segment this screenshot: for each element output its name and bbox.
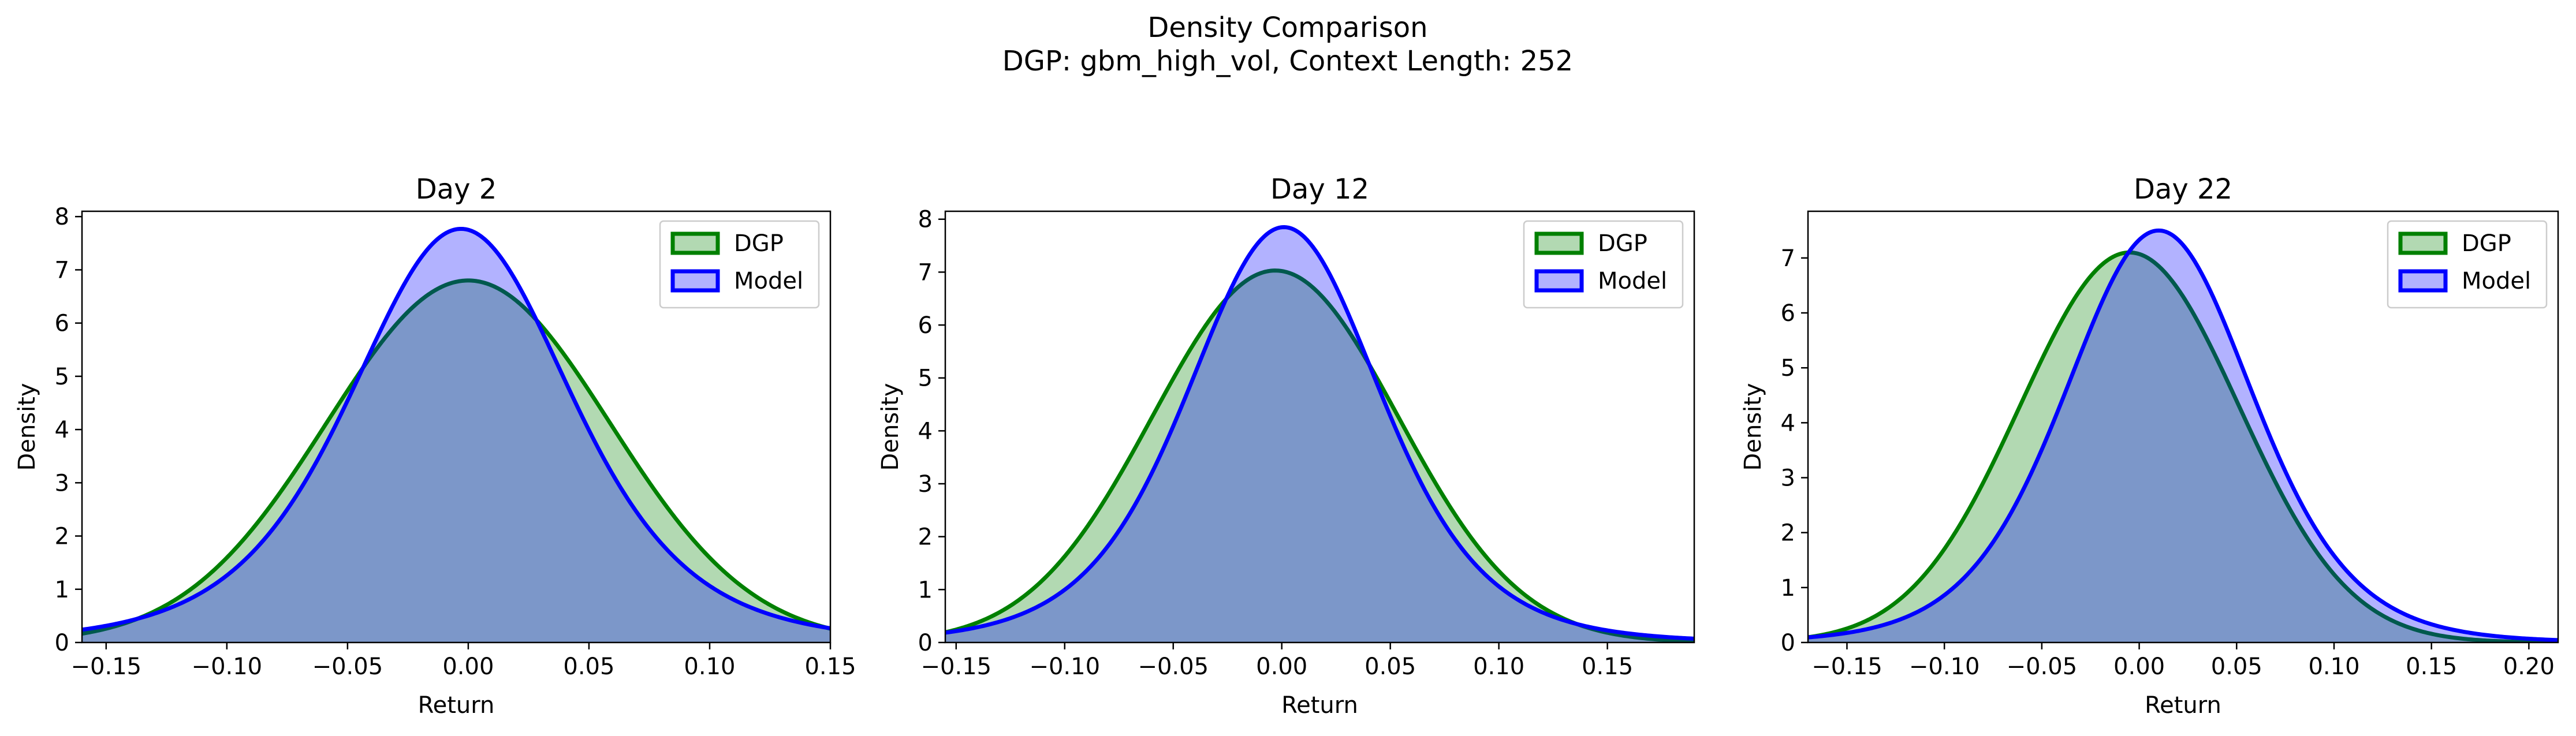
- y-tick-label: 1: [55, 577, 69, 603]
- x-tick-label: 0.10: [1473, 653, 1524, 680]
- y-tick-label: 2: [1781, 520, 1795, 547]
- y-tick-label: 8: [55, 204, 69, 230]
- y-tick-label: 0: [1781, 630, 1795, 656]
- figure-title: Density Comparison: [1147, 12, 1427, 44]
- x-tick-label: 0.05: [563, 653, 614, 680]
- panel-title: Day 12: [1270, 173, 1369, 206]
- y-tick-label: 2: [55, 524, 69, 550]
- plot-area: [945, 225, 1694, 642]
- y-axis-label: Density: [14, 383, 40, 470]
- dgp-density-line: [82, 278, 830, 636]
- y-tick-label: 0: [918, 630, 933, 656]
- x-tick-label: −0.10: [1029, 653, 1100, 680]
- x-tick-label: −0.10: [192, 653, 263, 680]
- model-legend-swatch: [1534, 269, 1584, 293]
- x-tick-label: −0.05: [1138, 653, 1209, 680]
- y-tick-label: 4: [918, 418, 933, 444]
- model-density-line: [945, 225, 1694, 641]
- x-tick-label: 0.20: [2503, 653, 2555, 680]
- x-tick-label: 0.10: [2308, 653, 2359, 680]
- y-tick-label: 7: [1781, 245, 1795, 272]
- dgp-density-fill: [1808, 252, 2558, 642]
- plot-area: [82, 226, 830, 642]
- model-legend-swatch: [2398, 269, 2448, 293]
- legend-box: [1523, 220, 1684, 309]
- subplot-3: Day 22 −0.15 −0.10 −0.05 0.00 0.05 0.10 0.15 0.2…: [1740, 173, 2559, 719]
- y-tick-label: 3: [55, 470, 69, 496]
- y-axis-label: Density: [877, 383, 904, 470]
- x-tick-label: 0.15: [2406, 653, 2457, 680]
- x-tick-label: −0.15: [71, 653, 142, 680]
- legend-box: [2387, 220, 2548, 309]
- legend-label: Model: [1598, 268, 1667, 294]
- x-axis-label: Return: [418, 692, 495, 719]
- x-tick-label: 0.15: [804, 653, 856, 680]
- model-density-line: [82, 226, 830, 632]
- y-tick-label: 5: [55, 364, 69, 390]
- x-axis-label: Return: [1281, 692, 1358, 719]
- y-tick-label: 4: [55, 417, 69, 443]
- x-axis-label: Return: [2145, 692, 2221, 719]
- legend-label: DGP: [1598, 230, 1647, 257]
- x-tick-label: −0.15: [921, 653, 992, 680]
- y-tick-label: 0: [55, 630, 69, 656]
- y-tick-label: 6: [918, 312, 933, 339]
- plot-area: [1808, 228, 2558, 642]
- y-tick-label: 8: [918, 207, 933, 233]
- x-tick-label: 0.00: [1256, 653, 1307, 680]
- x-tick-label: −0.15: [1811, 653, 1882, 680]
- legend: DGP Model: [1523, 220, 1684, 309]
- y-tick-label: 5: [1781, 355, 1795, 382]
- dgp-density-fill: [945, 270, 1694, 642]
- y-tick-label: 1: [1781, 575, 1795, 601]
- dgp-legend-swatch: [670, 231, 720, 255]
- y-tick-label: 7: [918, 259, 933, 286]
- figure-subtitle: DGP: gbm_high_vol, Context Length: 252: [1002, 45, 1573, 77]
- x-tick-label: 0.00: [442, 653, 494, 680]
- dgp-density-line: [1808, 250, 2558, 642]
- dgp-legend-swatch: [1534, 231, 1584, 255]
- y-tick-label: 7: [55, 257, 69, 283]
- model-density-line: [1808, 228, 2558, 642]
- legend-label: DGP: [734, 230, 784, 257]
- x-tick-label: 0.00: [2113, 653, 2165, 680]
- legend-label: Model: [2462, 268, 2531, 294]
- y-axis-label: Density: [1740, 383, 1766, 470]
- model-density-fill: [945, 227, 1694, 642]
- y-tick-label: 6: [1781, 300, 1795, 327]
- legend: DGP Model: [659, 220, 820, 309]
- axes-frame: [1807, 210, 2559, 644]
- x-tick-label: −0.10: [1909, 653, 1980, 680]
- legend-label: DGP: [2462, 230, 2511, 257]
- subplot-2: Day 12 −0.15 −0.10 −0.05 0.00 0.05 0.10 0.15 0 1 2…: [877, 173, 1695, 719]
- y-tick-label: 2: [918, 524, 933, 551]
- x-tick-label: 0.10: [684, 653, 735, 680]
- model-legend-swatch: [670, 269, 720, 293]
- model-density-fill: [82, 229, 830, 642]
- subplots: Day 2 −0.15 −0.10 −0.05 0.00 0.05 0.10 0.15 0 1 2 3…: [14, 173, 2559, 719]
- x-tick-label: 0.15: [1582, 653, 1633, 680]
- axes-frame: [81, 210, 832, 644]
- x-tick-label: 0.05: [2211, 653, 2262, 680]
- panel-title: Day 22: [2134, 173, 2232, 206]
- x-tick-label: −0.05: [2007, 653, 2078, 680]
- dgp-legend-swatch: [2398, 231, 2448, 255]
- panel-title: Day 2: [416, 173, 497, 206]
- x-tick-label: 0.05: [1365, 653, 1416, 680]
- axes-frame: [944, 210, 1695, 644]
- y-tick-label: 3: [918, 471, 933, 498]
- y-tick-label: 4: [1781, 410, 1795, 436]
- y-tick-label: 5: [918, 365, 933, 392]
- dgp-density-fill: [82, 280, 830, 642]
- x-tick-label: −0.05: [312, 653, 383, 680]
- y-tick-label: 1: [918, 577, 933, 603]
- legend: DGP Model: [2387, 220, 2548, 309]
- y-tick-label: 6: [55, 311, 69, 337]
- legend-box: [659, 220, 820, 309]
- subplot-1: Day 2 −0.15 −0.10 −0.05 0.00 0.05 0.10 0.15 0 1 2 3…: [14, 173, 856, 719]
- legend-label: Model: [734, 268, 803, 294]
- y-tick-label: 3: [1781, 465, 1795, 492]
